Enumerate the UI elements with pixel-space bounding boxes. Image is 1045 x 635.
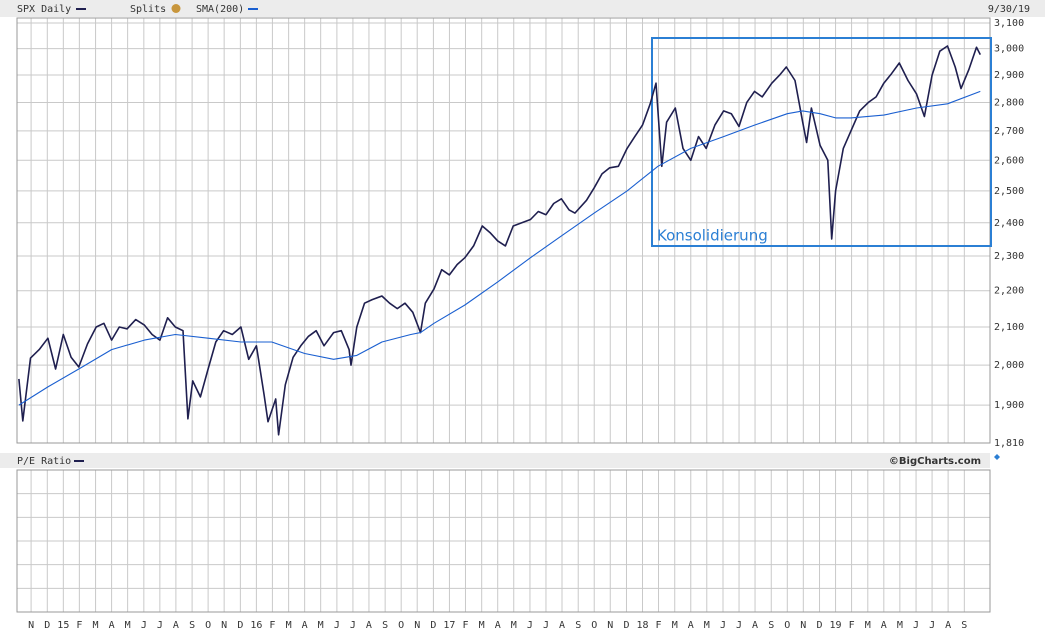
panel-title: P/E Ratio — [17, 456, 71, 467]
x-tick-label: J — [929, 620, 935, 631]
x-tick-label: O — [205, 620, 211, 631]
x-tick-label: D — [237, 620, 243, 631]
x-tick-label: N — [221, 620, 227, 631]
x-tick-label: N — [414, 620, 420, 631]
plot-frame — [16, 469, 991, 613]
y-tick-label: 3,000 — [994, 44, 1024, 55]
x-tick-label: M — [672, 620, 678, 631]
series-line — [18, 90, 981, 406]
x-tick-label: N — [28, 620, 34, 631]
x-tick-label: J — [543, 620, 549, 631]
y-tick-label: 3,100 — [994, 18, 1024, 29]
y-tick-label: 2,600 — [994, 155, 1024, 166]
x-tick-label: M — [93, 620, 99, 631]
legend-label: SMA(200) — [196, 4, 244, 15]
header-bar — [0, 453, 990, 468]
x-tick-label: 17 — [443, 620, 455, 631]
y-tick-label: 1,810 — [994, 438, 1024, 449]
plot-frame — [16, 17, 991, 444]
x-tick-label: J — [913, 620, 919, 631]
marker-icon — [994, 454, 1000, 460]
series-line — [18, 45, 982, 436]
y-tick-label: 2,000 — [994, 360, 1024, 371]
y-tick-label: 1,900 — [994, 400, 1024, 411]
splits-icon — [171, 4, 181, 13]
x-tick-label: O — [591, 620, 597, 631]
x-tick-label: A — [109, 620, 115, 631]
x-tick-label: D — [44, 620, 50, 631]
x-tick-label: A — [366, 620, 372, 631]
x-tick-label: 15 — [57, 620, 69, 631]
legend-label: SPX Daily — [17, 4, 71, 15]
x-tick-label: M — [704, 620, 710, 631]
x-tick-label: J — [720, 620, 726, 631]
x-tick-label: M — [125, 620, 131, 631]
x-tick-label: A — [752, 620, 758, 631]
date-label: 9/30/19 — [988, 4, 1030, 15]
x-tick-label: M — [479, 620, 485, 631]
x-tick-label: 18 — [636, 620, 648, 631]
x-tick-label: F — [462, 620, 468, 631]
x-tick-label: M — [865, 620, 871, 631]
grid — [17, 18, 990, 612]
x-tick-label: 16 — [250, 620, 262, 631]
y-tick-label: 2,700 — [994, 126, 1024, 137]
x-tick-label: A — [559, 620, 565, 631]
y-tick-label: 2,100 — [994, 322, 1024, 333]
x-tick-label: F — [269, 620, 275, 631]
header-bar — [0, 0, 1045, 17]
x-tick-label: N — [800, 620, 806, 631]
x-tick-label: O — [784, 620, 790, 631]
x-tick-label: J — [527, 620, 533, 631]
x-tick-label: F — [656, 620, 662, 631]
x-tick-label: O — [398, 620, 404, 631]
legend-swatch — [76, 8, 86, 10]
x-tick-label: S — [575, 620, 581, 631]
y-tick-label: 2,200 — [994, 286, 1024, 297]
y-tick-label: 2,400 — [994, 218, 1024, 229]
x-tick-label: J — [141, 620, 147, 631]
x-tick-label: F — [76, 620, 82, 631]
x-tick-label: J — [334, 620, 340, 631]
y-tick-label: 2,800 — [994, 97, 1024, 108]
splits-label: Splits — [130, 4, 166, 15]
legend-swatch — [74, 460, 84, 462]
x-tick-label: D — [623, 620, 629, 631]
source: ©BigCharts.com — [889, 456, 981, 467]
x-tick-label: A — [688, 620, 694, 631]
x-tick-label: A — [302, 620, 308, 631]
x-tick-label: A — [945, 620, 951, 631]
annotation-box — [651, 37, 992, 247]
x-tick-label: F — [849, 620, 855, 631]
x-tick-label: A — [881, 620, 887, 631]
y-tick-label: 2,300 — [994, 251, 1024, 262]
x-tick-label: D — [430, 620, 436, 631]
x-tick-label: A — [173, 620, 179, 631]
x-tick-label: M — [897, 620, 903, 631]
x-tick-label: M — [511, 620, 517, 631]
legend-swatch — [248, 8, 258, 10]
x-tick-label: M — [286, 620, 292, 631]
x-tick-label: J — [350, 620, 356, 631]
x-tick-label: M — [318, 620, 324, 631]
y-tick-label: 2,500 — [994, 186, 1024, 197]
x-tick-label: S — [961, 620, 967, 631]
x-tick-label: S — [382, 620, 388, 631]
x-tick-label: S — [189, 620, 195, 631]
x-tick-label: N — [607, 620, 613, 631]
x-tick-label: J — [736, 620, 742, 631]
annotation: Konsolidierung — [657, 227, 768, 245]
x-tick-label: 19 — [830, 620, 842, 631]
x-tick-label: A — [495, 620, 501, 631]
x-tick-label: J — [157, 620, 163, 631]
y-tick-label: 2,900 — [994, 70, 1024, 81]
x-tick-label: D — [817, 620, 823, 631]
x-tick-label: S — [768, 620, 774, 631]
